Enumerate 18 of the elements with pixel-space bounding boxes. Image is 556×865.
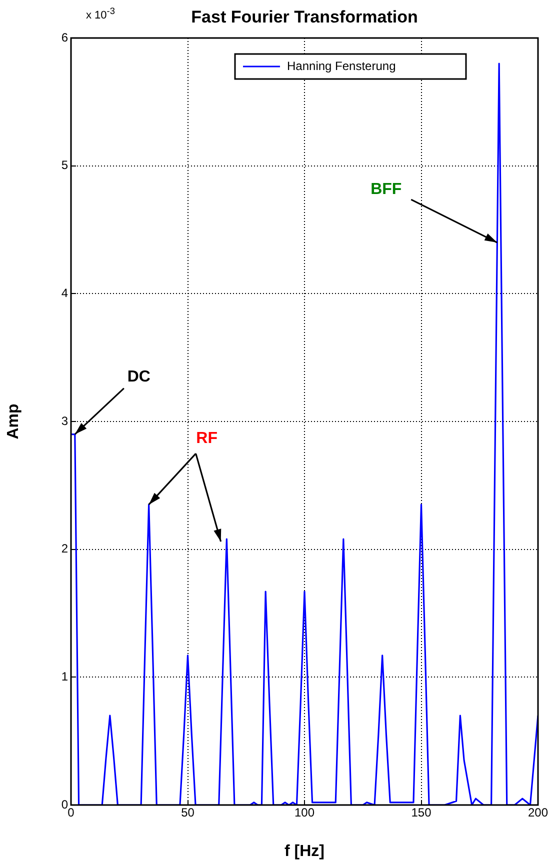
y-tick-label: 5 [61,158,68,172]
x-tick-label: 200 [528,806,548,820]
text: x 10$^{-3}$ [86,6,115,22]
annotation: RF [196,430,218,447]
legend-label: Hanning Fensterung [287,58,396,73]
chart-title: Fast Fourier Transformation [191,8,418,27]
x-tick-label: 100 [294,806,315,820]
x-tick-label: 50 [181,806,195,820]
y-tick-label: 3 [61,414,68,428]
y-axis-title: Amp [5,404,22,440]
y-tick-label: 2 [61,542,68,556]
y-tick-label: 1 [61,669,68,684]
annotation: DC [127,368,151,386]
x-axis-title: f [Hz] [284,842,324,860]
annotation: BFF [370,180,402,198]
y-tick-label: 6 [61,30,68,44]
x-tick-label: 150 [411,806,432,820]
y-tick-label: 4 [61,286,68,300]
